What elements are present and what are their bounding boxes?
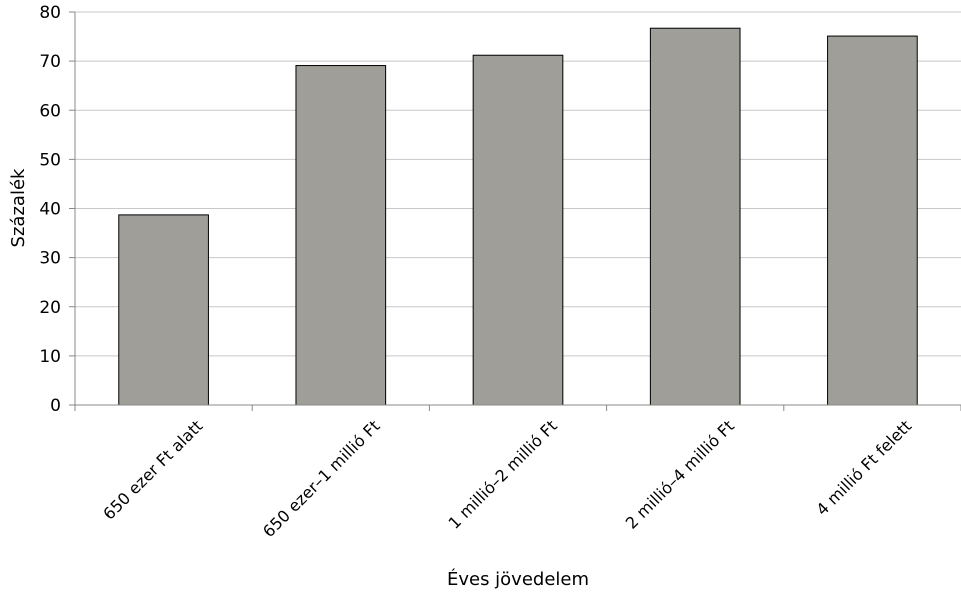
y-axis-ticks: 0 10 20 30 40 50 60 70 80 [39, 3, 75, 416]
y-tick-label: 30 [39, 249, 61, 269]
bar [118, 214, 209, 406]
bar [649, 27, 741, 406]
x-category-label: 650 ezer–1 millió Ft [259, 416, 384, 541]
x-category-label: 4 millió Ft felett [812, 416, 915, 519]
y-tick-label: 50 [39, 150, 61, 170]
bar [295, 65, 387, 406]
x-category-label: 2 millió–4 millió Ft [622, 416, 738, 532]
y-tick-label: 60 [39, 101, 61, 121]
bars [118, 27, 918, 406]
bar [827, 35, 918, 406]
y-tick-label: 0 [50, 396, 61, 416]
x-axis-title: Éves jövedelem [447, 568, 589, 590]
y-tick-label: 10 [39, 347, 61, 367]
bar [472, 54, 564, 406]
y-tick-label: 80 [39, 3, 61, 23]
y-tick-label: 40 [39, 200, 61, 220]
y-tick-label: 20 [39, 298, 61, 318]
y-axis-title: Százalék [8, 168, 29, 247]
x-axis-category-labels: 650 ezer Ft alatt 650 ezer–1 millió Ft 1 m… [99, 416, 915, 541]
y-tick-label: 70 [39, 52, 61, 72]
x-category-label: 650 ezer Ft alatt [99, 416, 206, 523]
x-category-label: 1 millió–2 millió Ft [445, 416, 561, 532]
x-axis [74, 12, 961, 411]
